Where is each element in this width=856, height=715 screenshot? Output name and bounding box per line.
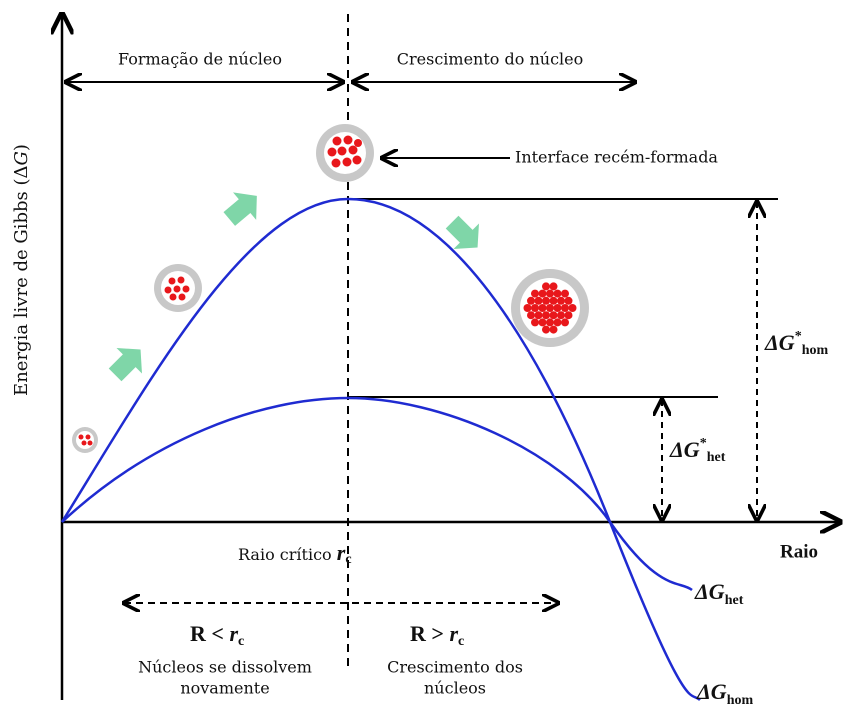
dot bbox=[546, 318, 554, 326]
dot bbox=[542, 282, 550, 290]
callout: Interface recém-formada bbox=[515, 148, 718, 167]
symbol: ΔG bbox=[696, 679, 727, 704]
dot bbox=[569, 304, 577, 312]
sub: c bbox=[458, 634, 464, 649]
dot bbox=[539, 290, 547, 298]
symbol: ΔG bbox=[694, 579, 725, 604]
dot bbox=[565, 297, 573, 305]
dot bbox=[539, 304, 547, 312]
dot bbox=[557, 297, 565, 305]
x-axis-label: Raio bbox=[780, 541, 818, 562]
critical-label: Raio crítico rc bbox=[238, 540, 352, 567]
sub: hom bbox=[802, 343, 829, 358]
dot bbox=[531, 290, 539, 298]
dot bbox=[524, 304, 532, 312]
sup: * bbox=[795, 329, 802, 344]
dot bbox=[550, 326, 558, 334]
symbol: ΔG bbox=[669, 437, 700, 462]
dot bbox=[535, 297, 543, 305]
dot bbox=[554, 318, 562, 326]
condition-text: Núcleos se dissolvem bbox=[138, 658, 312, 677]
dot bbox=[546, 304, 554, 312]
dot bbox=[561, 318, 569, 326]
barrier-het: ΔG*het bbox=[669, 436, 726, 465]
relation: R < bbox=[190, 621, 229, 646]
dot bbox=[539, 318, 547, 326]
dot bbox=[542, 297, 550, 305]
region-right: Crescimento do núcleo bbox=[397, 50, 584, 69]
condition-text: novamente bbox=[180, 679, 269, 698]
curves bbox=[62, 199, 700, 700]
relation: R > bbox=[410, 621, 449, 646]
critical-sub: c bbox=[345, 552, 351, 567]
symbol: ΔG bbox=[764, 330, 795, 355]
dot bbox=[531, 318, 539, 326]
dot bbox=[527, 311, 535, 319]
dot bbox=[554, 304, 562, 312]
sub: het bbox=[725, 593, 744, 608]
y-axis-label: Energia livre de Gibbs (ΔG) bbox=[11, 144, 32, 396]
dot bbox=[561, 304, 569, 312]
dot bbox=[542, 326, 550, 334]
y-symbol: G bbox=[11, 151, 32, 165]
dot bbox=[535, 311, 543, 319]
sup: * bbox=[700, 436, 707, 451]
y-close: ) bbox=[11, 144, 32, 151]
curve-het: ΔGhet bbox=[694, 579, 744, 608]
condition-left: R < rc bbox=[190, 621, 244, 649]
sub: c bbox=[238, 634, 244, 649]
dot bbox=[550, 311, 558, 319]
dot bbox=[550, 282, 558, 290]
critical-text: Raio crítico bbox=[238, 545, 337, 564]
dot bbox=[554, 290, 562, 298]
y-label: Energia livre de Gibbs (Δ bbox=[11, 165, 32, 395]
sub: het bbox=[707, 450, 726, 465]
dot bbox=[527, 297, 535, 305]
dot bbox=[561, 290, 569, 298]
region-left: Formação de núcleo bbox=[118, 50, 282, 69]
nuclei bbox=[72, 124, 589, 453]
dot bbox=[531, 304, 539, 312]
dot bbox=[550, 297, 558, 305]
dot bbox=[565, 311, 573, 319]
curve-hom: ΔGhom bbox=[696, 679, 753, 708]
sub: hom bbox=[727, 693, 754, 708]
page: {"regions": {"left": "Formação de núcleo… bbox=[0, 0, 856, 711]
condition-text: Crescimento dos bbox=[387, 658, 523, 677]
barrier-hom: ΔG*hom bbox=[764, 329, 828, 358]
dot bbox=[546, 290, 554, 298]
diagram: Formação de núcleo Crescimento do núcleo… bbox=[0, 0, 856, 711]
condition-right: R > rc bbox=[410, 621, 464, 649]
condition-text: núcleos bbox=[424, 679, 486, 698]
dot bbox=[557, 311, 565, 319]
dot bbox=[542, 311, 550, 319]
